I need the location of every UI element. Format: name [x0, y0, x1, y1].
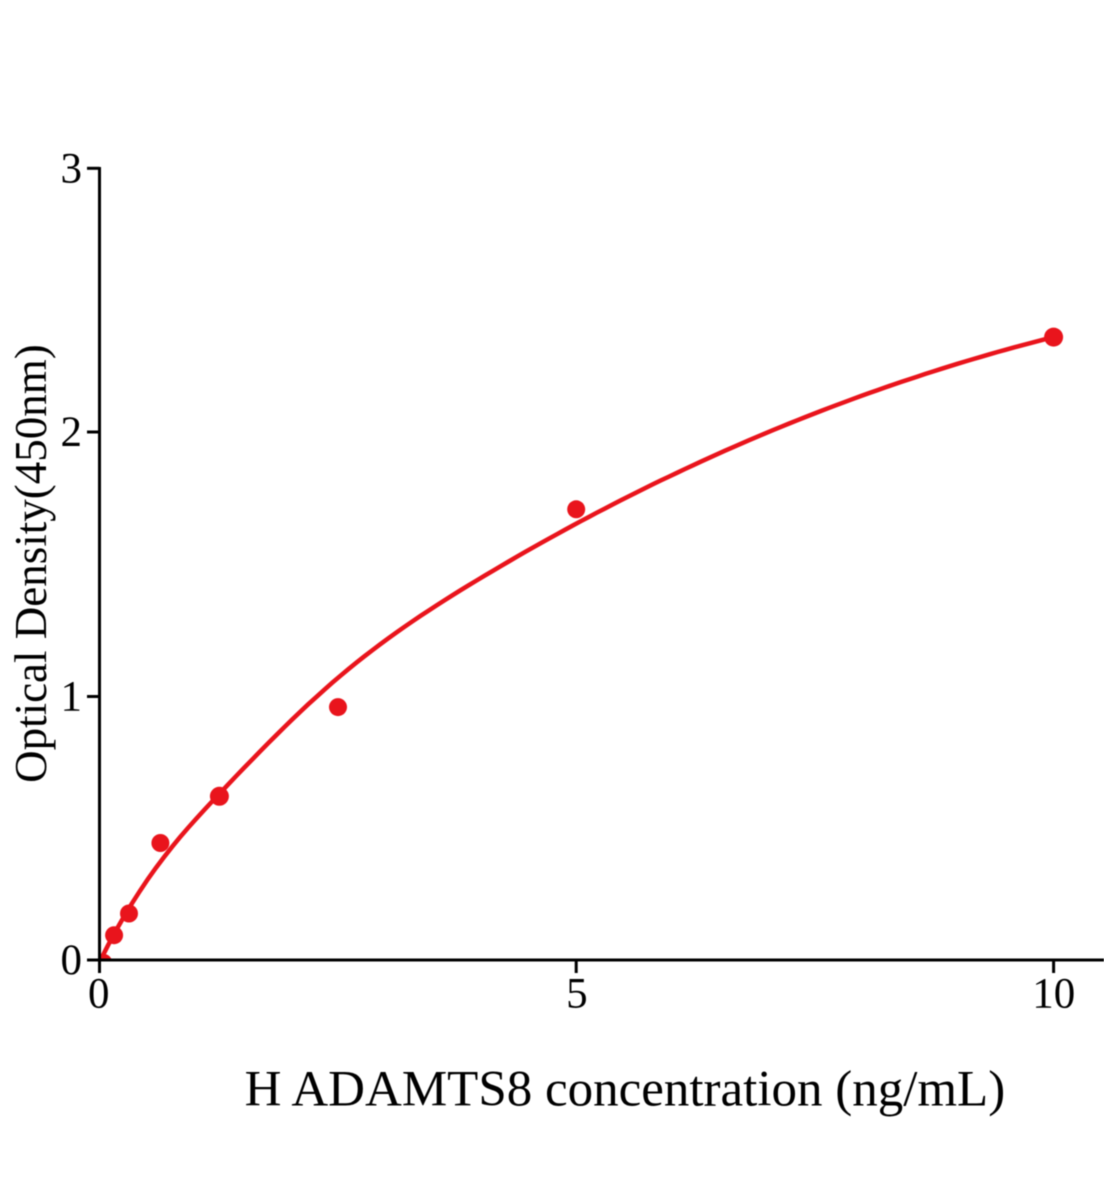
- svg-text:Optical Density(450nm): Optical Density(450nm): [6, 344, 56, 783]
- svg-text:0: 0: [61, 937, 83, 984]
- svg-text:10: 10: [1032, 970, 1075, 1017]
- svg-text:1: 1: [61, 674, 83, 721]
- svg-text:H ADAMTS8 concentration (ng/mL: H ADAMTS8 concentration (ng/mL): [245, 1062, 1006, 1118]
- svg-text:5: 5: [566, 970, 588, 1017]
- svg-text:2: 2: [61, 409, 83, 456]
- svg-text:0: 0: [88, 970, 110, 1017]
- svg-text:3: 3: [61, 145, 83, 192]
